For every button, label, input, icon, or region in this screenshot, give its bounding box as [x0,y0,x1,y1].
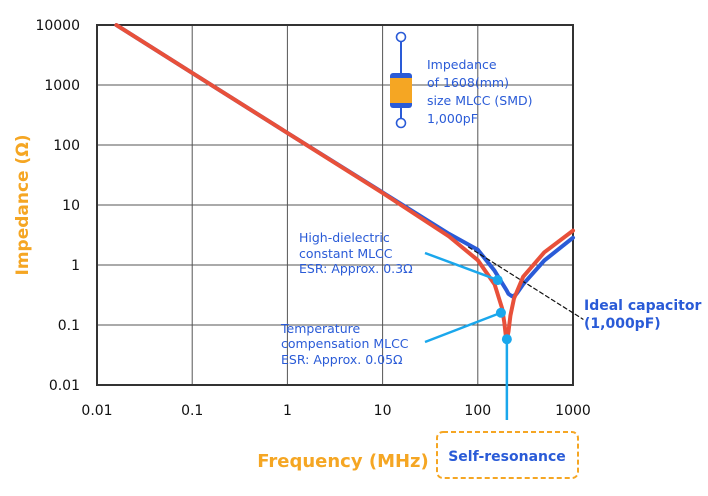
callouts [424,251,512,420]
x-tick-label: 0.1 [181,403,203,419]
legend-box-text: Impedance of 1608(mm) size MLCC (SMD) 1,… [427,57,536,126]
x-tick-label: 0.01 [81,403,112,419]
x-tick-label: 1000 [555,403,591,419]
x-axis-label: Frequency (MHz) [257,451,429,472]
y-tick-label: 1 [71,258,80,274]
series [114,23,584,344]
y-tick-label: 10 [62,198,80,214]
capacitor-icon [390,31,412,129]
plot-frame [96,24,574,386]
x-tick-label: 100 [464,403,491,419]
y-tick-label: 0.1 [58,318,80,334]
high-dielectric-label: High-dielectric constant MLCC ESR: Appro… [299,230,413,276]
ideal-capacitor-line [468,246,584,320]
y-tick-label: 10000 [35,18,80,34]
callout-line-temperature [424,311,502,344]
marker-point [492,275,503,286]
callout-line-high-dielectric [424,251,499,282]
self-resonance-box [436,431,579,479]
x-tick-label: 10 [374,403,392,419]
y-tick-label: 1000 [44,78,80,94]
y-axis-label: Impedance (Ω) [13,135,33,276]
temperature-mlcc-curve [114,23,575,344]
ideal-capacitor-label: Ideal capacitor (1,000pF) [584,298,706,332]
tick-labels: 0.01 0.1 1 10 100 1000 10000 1000 100 10 1 0.1 0.01 [35,18,590,419]
y-tick-label: 0.01 [49,378,80,394]
marker-point [495,307,506,318]
self-resonance-label: Self-resonance [448,449,566,465]
x-tick-label: 1 [283,403,292,419]
y-tick-label: 100 [53,138,80,154]
marker-point [501,334,512,345]
temperature-label: Temperature compensation MLCC ESR: Appro… [280,321,413,367]
